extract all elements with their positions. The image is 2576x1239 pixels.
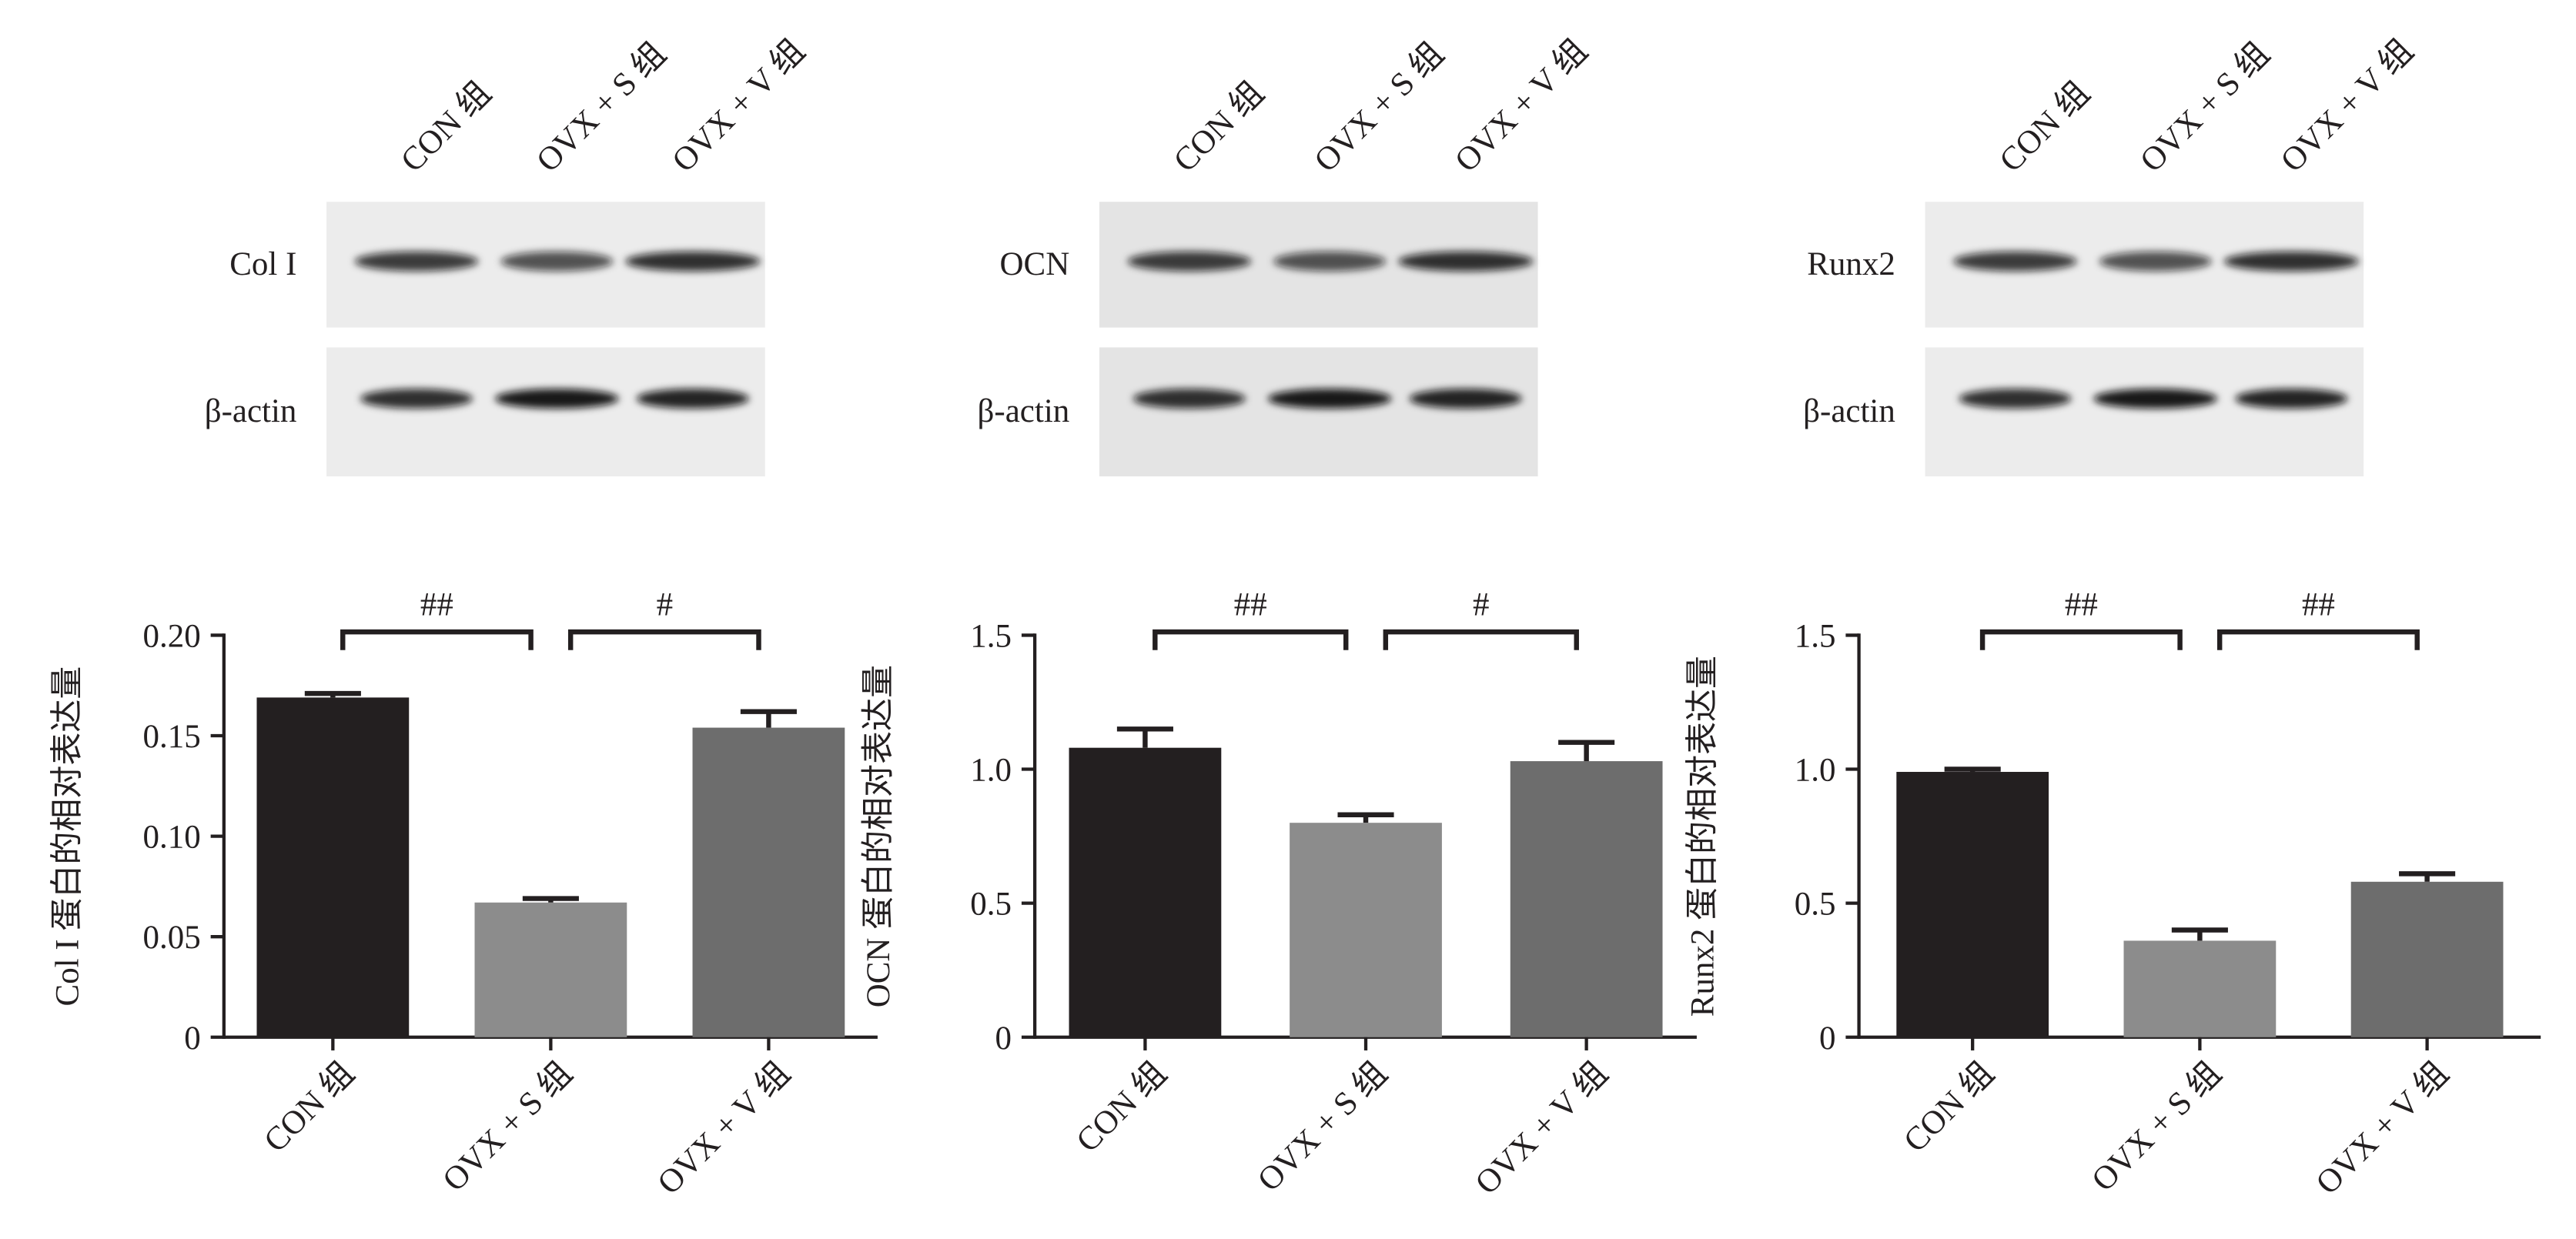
x-tick-label: OVX + V 组 — [651, 1055, 797, 1201]
row-label: β-actin — [978, 393, 1070, 429]
blot-image — [1925, 347, 2364, 477]
x-tick-label: CON 组 — [1069, 1055, 1173, 1159]
blot-band — [1127, 251, 1252, 272]
blot-band — [1959, 389, 2072, 409]
significance-label: ## — [1234, 587, 1267, 623]
blot-band — [1132, 389, 1246, 409]
error-bar — [1944, 766, 2001, 773]
blot-band — [625, 251, 761, 272]
blot-band — [1267, 389, 1392, 409]
y-tick-label: 0.20 — [143, 618, 201, 654]
blot-image — [1099, 347, 1538, 477]
blot-band — [2235, 389, 2348, 409]
significance-bracket — [1153, 629, 1349, 650]
lane-label: OVX + V 组 — [2274, 32, 2420, 179]
x-tick-label: OVX + V 组 — [1469, 1055, 1615, 1201]
y-tick-label: 0.05 — [143, 920, 201, 956]
blot-band — [1398, 251, 1534, 272]
y-tick-label: 1.5 — [1795, 618, 1836, 654]
y-tick-label: 0.15 — [143, 719, 201, 755]
error-bar — [1116, 726, 1173, 748]
y-tick-label: 1.0 — [970, 753, 1012, 789]
row-label: β-actin — [205, 393, 297, 429]
bar — [474, 902, 627, 1037]
error-bar — [304, 690, 361, 698]
blot-band — [354, 251, 479, 272]
significance-bracket — [1979, 629, 2183, 650]
row-label: Runx2 — [1807, 246, 1895, 282]
error-bar — [740, 709, 797, 728]
y-tick-label: 1.5 — [970, 618, 1012, 654]
significance-bracket — [1383, 629, 1579, 650]
bar — [1290, 823, 1442, 1037]
row-label: β-actin — [1803, 393, 1895, 429]
bar — [1896, 772, 2049, 1037]
y-axis-label: Col I 蛋白的相对表达量 — [50, 666, 86, 1007]
y-tick-label: 0.10 — [143, 820, 201, 856]
row-label: OCN — [999, 246, 1069, 282]
lane-label: OVX + V 组 — [665, 32, 811, 179]
x-tick-label: OVX + S 组 — [2085, 1055, 2228, 1198]
bar — [256, 697, 410, 1037]
significance-bracket — [340, 629, 534, 650]
blot-band — [494, 389, 619, 409]
bar — [1510, 761, 1663, 1037]
y-axis-label: Runx2 蛋白的相对表达量 — [1684, 656, 1721, 1017]
blot-band — [1409, 389, 1522, 409]
bar — [2350, 881, 2504, 1037]
y-tick-label: 1.0 — [1795, 753, 1836, 789]
x-tick-label: CON 组 — [1897, 1055, 2001, 1159]
y-tick-label: 0.5 — [970, 887, 1012, 923]
lane-label: OVX + S 组 — [1307, 35, 1450, 179]
y-tick-label: 0 — [995, 1020, 1012, 1057]
y-tick-label: 0 — [184, 1020, 201, 1057]
error-bar — [1558, 740, 1615, 762]
x-tick-label: OVX + V 组 — [2309, 1055, 2455, 1201]
y-tick-label: 0.5 — [1795, 887, 1836, 923]
lane-label: CON 组 — [394, 75, 498, 179]
row-label: Col I — [229, 246, 296, 282]
blot-band — [2093, 389, 2218, 409]
significance-bracket — [2216, 629, 2420, 650]
lane-label: OVX + S 组 — [530, 35, 673, 179]
y-axis-label: OCN 蛋白的相对表达量 — [861, 665, 897, 1007]
significance-bracket — [567, 629, 761, 650]
significance-label: # — [1473, 587, 1490, 623]
blot-band — [1273, 251, 1387, 272]
bar — [692, 727, 845, 1037]
blot-band — [636, 389, 750, 409]
blot-band — [360, 389, 473, 409]
lane-label: OVX + S 组 — [2133, 35, 2277, 179]
error-bar — [2399, 871, 2456, 882]
significance-label: # — [657, 587, 674, 623]
significance-label: ## — [420, 587, 453, 623]
x-tick-label: OVX + S 组 — [436, 1055, 579, 1198]
bar — [2123, 940, 2277, 1037]
lane-label: CON 组 — [1992, 75, 2096, 179]
error-bar — [522, 896, 579, 903]
x-tick-label: OVX + S 组 — [1251, 1055, 1394, 1198]
y-tick-label: 0 — [1819, 1020, 1836, 1057]
blot-image — [326, 347, 765, 477]
lane-label: CON 组 — [1167, 75, 1271, 179]
error-bar — [1337, 812, 1394, 823]
blot-band — [2099, 251, 2212, 272]
blot-band — [2223, 251, 2360, 272]
blot-band — [500, 251, 614, 272]
error-bar — [2171, 927, 2228, 941]
significance-label: ## — [2065, 587, 2098, 623]
x-tick-label: CON 组 — [257, 1055, 361, 1159]
lane-label: OVX + V 组 — [1448, 32, 1594, 179]
blot-band — [1953, 251, 2077, 272]
bar — [1069, 747, 1222, 1037]
significance-label: ## — [2302, 587, 2335, 623]
